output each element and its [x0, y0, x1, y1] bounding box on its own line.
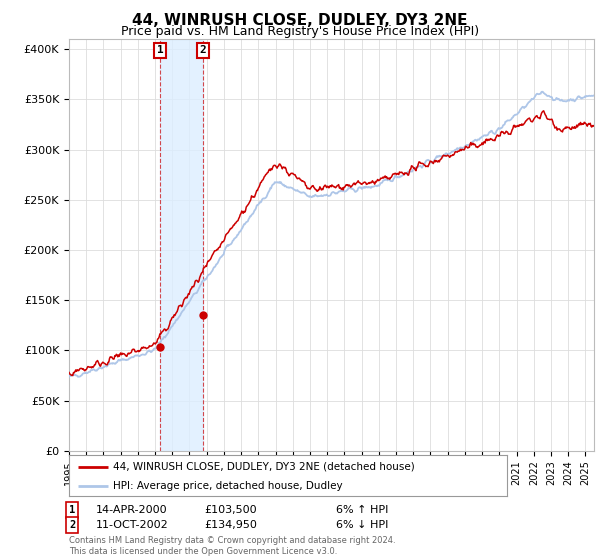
- Text: 6% ↑ HPI: 6% ↑ HPI: [336, 505, 388, 515]
- Text: 2: 2: [69, 520, 75, 530]
- Text: 14-APR-2000: 14-APR-2000: [96, 505, 167, 515]
- Text: 2: 2: [200, 45, 206, 55]
- Text: 44, WINRUSH CLOSE, DUDLEY, DY3 2NE (detached house): 44, WINRUSH CLOSE, DUDLEY, DY3 2NE (deta…: [113, 461, 415, 472]
- Text: £134,950: £134,950: [204, 520, 257, 530]
- Text: 11-OCT-2002: 11-OCT-2002: [96, 520, 169, 530]
- Text: £103,500: £103,500: [204, 505, 257, 515]
- Text: HPI: Average price, detached house, Dudley: HPI: Average price, detached house, Dudl…: [113, 480, 343, 491]
- Text: 1: 1: [69, 505, 75, 515]
- Text: Contains HM Land Registry data © Crown copyright and database right 2024.
This d: Contains HM Land Registry data © Crown c…: [69, 536, 395, 556]
- Text: 1: 1: [157, 45, 163, 55]
- Text: 44, WINRUSH CLOSE, DUDLEY, DY3 2NE: 44, WINRUSH CLOSE, DUDLEY, DY3 2NE: [132, 13, 468, 28]
- Text: Price paid vs. HM Land Registry's House Price Index (HPI): Price paid vs. HM Land Registry's House …: [121, 25, 479, 38]
- Text: 6% ↓ HPI: 6% ↓ HPI: [336, 520, 388, 530]
- Bar: [160, 39, 203, 451]
